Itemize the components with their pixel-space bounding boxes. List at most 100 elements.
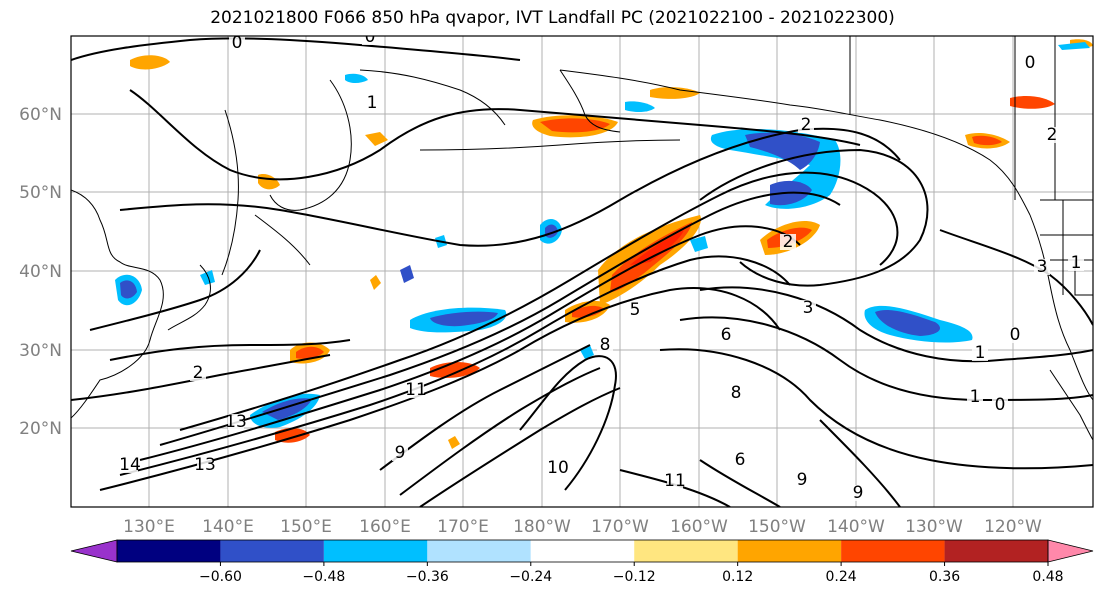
contour-label-bg <box>1034 259 1050 275</box>
contour-label: 0 <box>1025 53 1036 73</box>
colorbar-tick-label: −0.60 <box>199 569 242 585</box>
contour-jet-5 <box>99 287 781 491</box>
contour-label-bg <box>122 457 138 473</box>
contour-label-bg <box>362 36 378 45</box>
contour-label-bg <box>408 382 424 398</box>
anomaly-warm-bering-core <box>540 118 610 133</box>
coastline-mexico <box>1049 369 1093 441</box>
contour-label-bg <box>800 300 816 316</box>
contour-label: 3 <box>1037 257 1048 277</box>
anomaly-cool-north <box>345 73 368 83</box>
map-border <box>70 35 1094 508</box>
longitude-tick-label: 160°E <box>359 517 411 537</box>
colorbar-tick-label: −0.36 <box>406 569 449 585</box>
contour-label: 0 <box>232 33 243 53</box>
contour-label: 10 <box>547 458 569 478</box>
anomaly-cool-scatter-6 <box>1058 42 1090 50</box>
contour-label-bg <box>794 472 810 488</box>
colorbar-frame <box>116 539 1049 563</box>
contour-jet-4 <box>119 255 791 476</box>
longitude-tick-label: 160°W <box>670 517 728 537</box>
anomaly-warm-mid-core <box>572 305 604 318</box>
contour-northern-0 <box>71 37 521 61</box>
colorbar-segment <box>737 540 842 562</box>
anomaly-cool-aleutian <box>625 101 655 113</box>
contour-southeast <box>819 419 901 507</box>
contour-label: 6 <box>721 325 732 345</box>
contours <box>71 37 1093 507</box>
contour-label: 3 <box>803 298 814 318</box>
contour-label: 2 <box>801 115 812 135</box>
coastline-kuril <box>254 214 311 266</box>
longitude-tick-label: 150°W <box>748 517 806 537</box>
longitude-axis: 130°E 140°E 150°E 160°E 170°E 180°W 170°W 160°W… <box>123 517 1042 537</box>
coastline-aleutians <box>419 139 681 151</box>
anomaly-warm-subtropical <box>430 362 480 378</box>
contour-label-bg <box>627 302 643 318</box>
contour-jet-1 <box>179 171 899 431</box>
anomaly-warm-northwest <box>130 55 170 70</box>
contour-west-2 <box>109 339 351 361</box>
contour-label-bg <box>392 445 408 461</box>
contour-label-bg <box>992 397 1008 413</box>
map-title: 2021021800 F066 850 hPa qvapor, IVT Land… <box>210 8 895 28</box>
colorbar-segment <box>530 540 635 562</box>
anomaly-cool-scatter-5 <box>200 270 215 285</box>
anomaly-cool-scatter-3 <box>690 236 708 252</box>
contour-label-bg <box>229 36 245 51</box>
coastline-japan <box>167 264 211 331</box>
colorbar-tick-label: −0.48 <box>302 569 345 585</box>
contour-loop-gulf <box>699 148 929 287</box>
contour-label: 0 <box>995 395 1006 415</box>
contour-label: 8 <box>731 383 742 403</box>
colorbar-tick-label: 0.12 <box>722 569 753 585</box>
contour-1-north <box>129 89 861 181</box>
colorbar-extend-min <box>70 539 118 563</box>
contour-label: 8 <box>600 335 611 355</box>
latitude-tick-label: 20°N <box>19 419 62 439</box>
longitude-tick-label: 120°W <box>984 517 1042 537</box>
coastline-asia <box>71 189 164 419</box>
contour-south-center <box>699 459 781 507</box>
coastline-sakhalin <box>221 109 239 276</box>
anomaly-warm-scatter-2 <box>365 132 388 146</box>
border-states-4 <box>1074 260 1093 296</box>
longitude-tick-label: 170°E <box>437 517 489 537</box>
contour-label-bg <box>1007 327 1023 343</box>
contour-south-loop <box>519 355 617 491</box>
anomaly-warm-aleutian <box>650 87 700 99</box>
contour-southwest-2 <box>71 354 331 401</box>
anomaly-warm-scatter-1 <box>370 275 381 290</box>
anomaly-warm-jet-center <box>630 230 684 265</box>
colorbar-tick-label: −0.24 <box>509 569 552 585</box>
coastline-chukotka <box>359 69 506 126</box>
longitude-tick-label: 150°E <box>280 517 332 537</box>
colorbar-segment <box>944 540 1048 562</box>
contour-label: 1 <box>1071 253 1082 273</box>
colorbar-segment <box>323 540 428 562</box>
latitude-tick-label: 30°N <box>19 341 62 361</box>
longitude-tick-label: 180°W <box>513 517 571 537</box>
contour-label: 5 <box>630 300 641 320</box>
contour-label-bg <box>550 460 566 476</box>
contour-subtrop-a <box>379 344 591 471</box>
anomaly-cool-gulf-core <box>745 132 820 170</box>
latitude-tick-label: 60°N <box>19 105 62 125</box>
contour-label-bg <box>667 473 683 489</box>
latitude-tick-label: 40°N <box>19 262 62 282</box>
coastline-alaska <box>559 69 1031 216</box>
contour-label: 6 <box>735 450 746 470</box>
contour-label-bg <box>972 345 988 361</box>
contour-subtrop-c <box>419 387 621 507</box>
anomaly-warm-scatter-3 <box>448 436 460 449</box>
anomaly-warm-alaska <box>1010 96 1055 109</box>
contour-jet-2 <box>159 191 841 446</box>
contour-label: 0 <box>365 27 376 47</box>
contour-label-bg <box>728 385 744 401</box>
colorbar-segment <box>634 540 738 562</box>
contour-label-bg <box>850 485 866 501</box>
contour-label-bg <box>228 414 244 430</box>
contour-label-bg <box>190 365 206 381</box>
anomaly-cool-japan-core <box>120 280 137 299</box>
coastlines <box>71 36 1093 441</box>
